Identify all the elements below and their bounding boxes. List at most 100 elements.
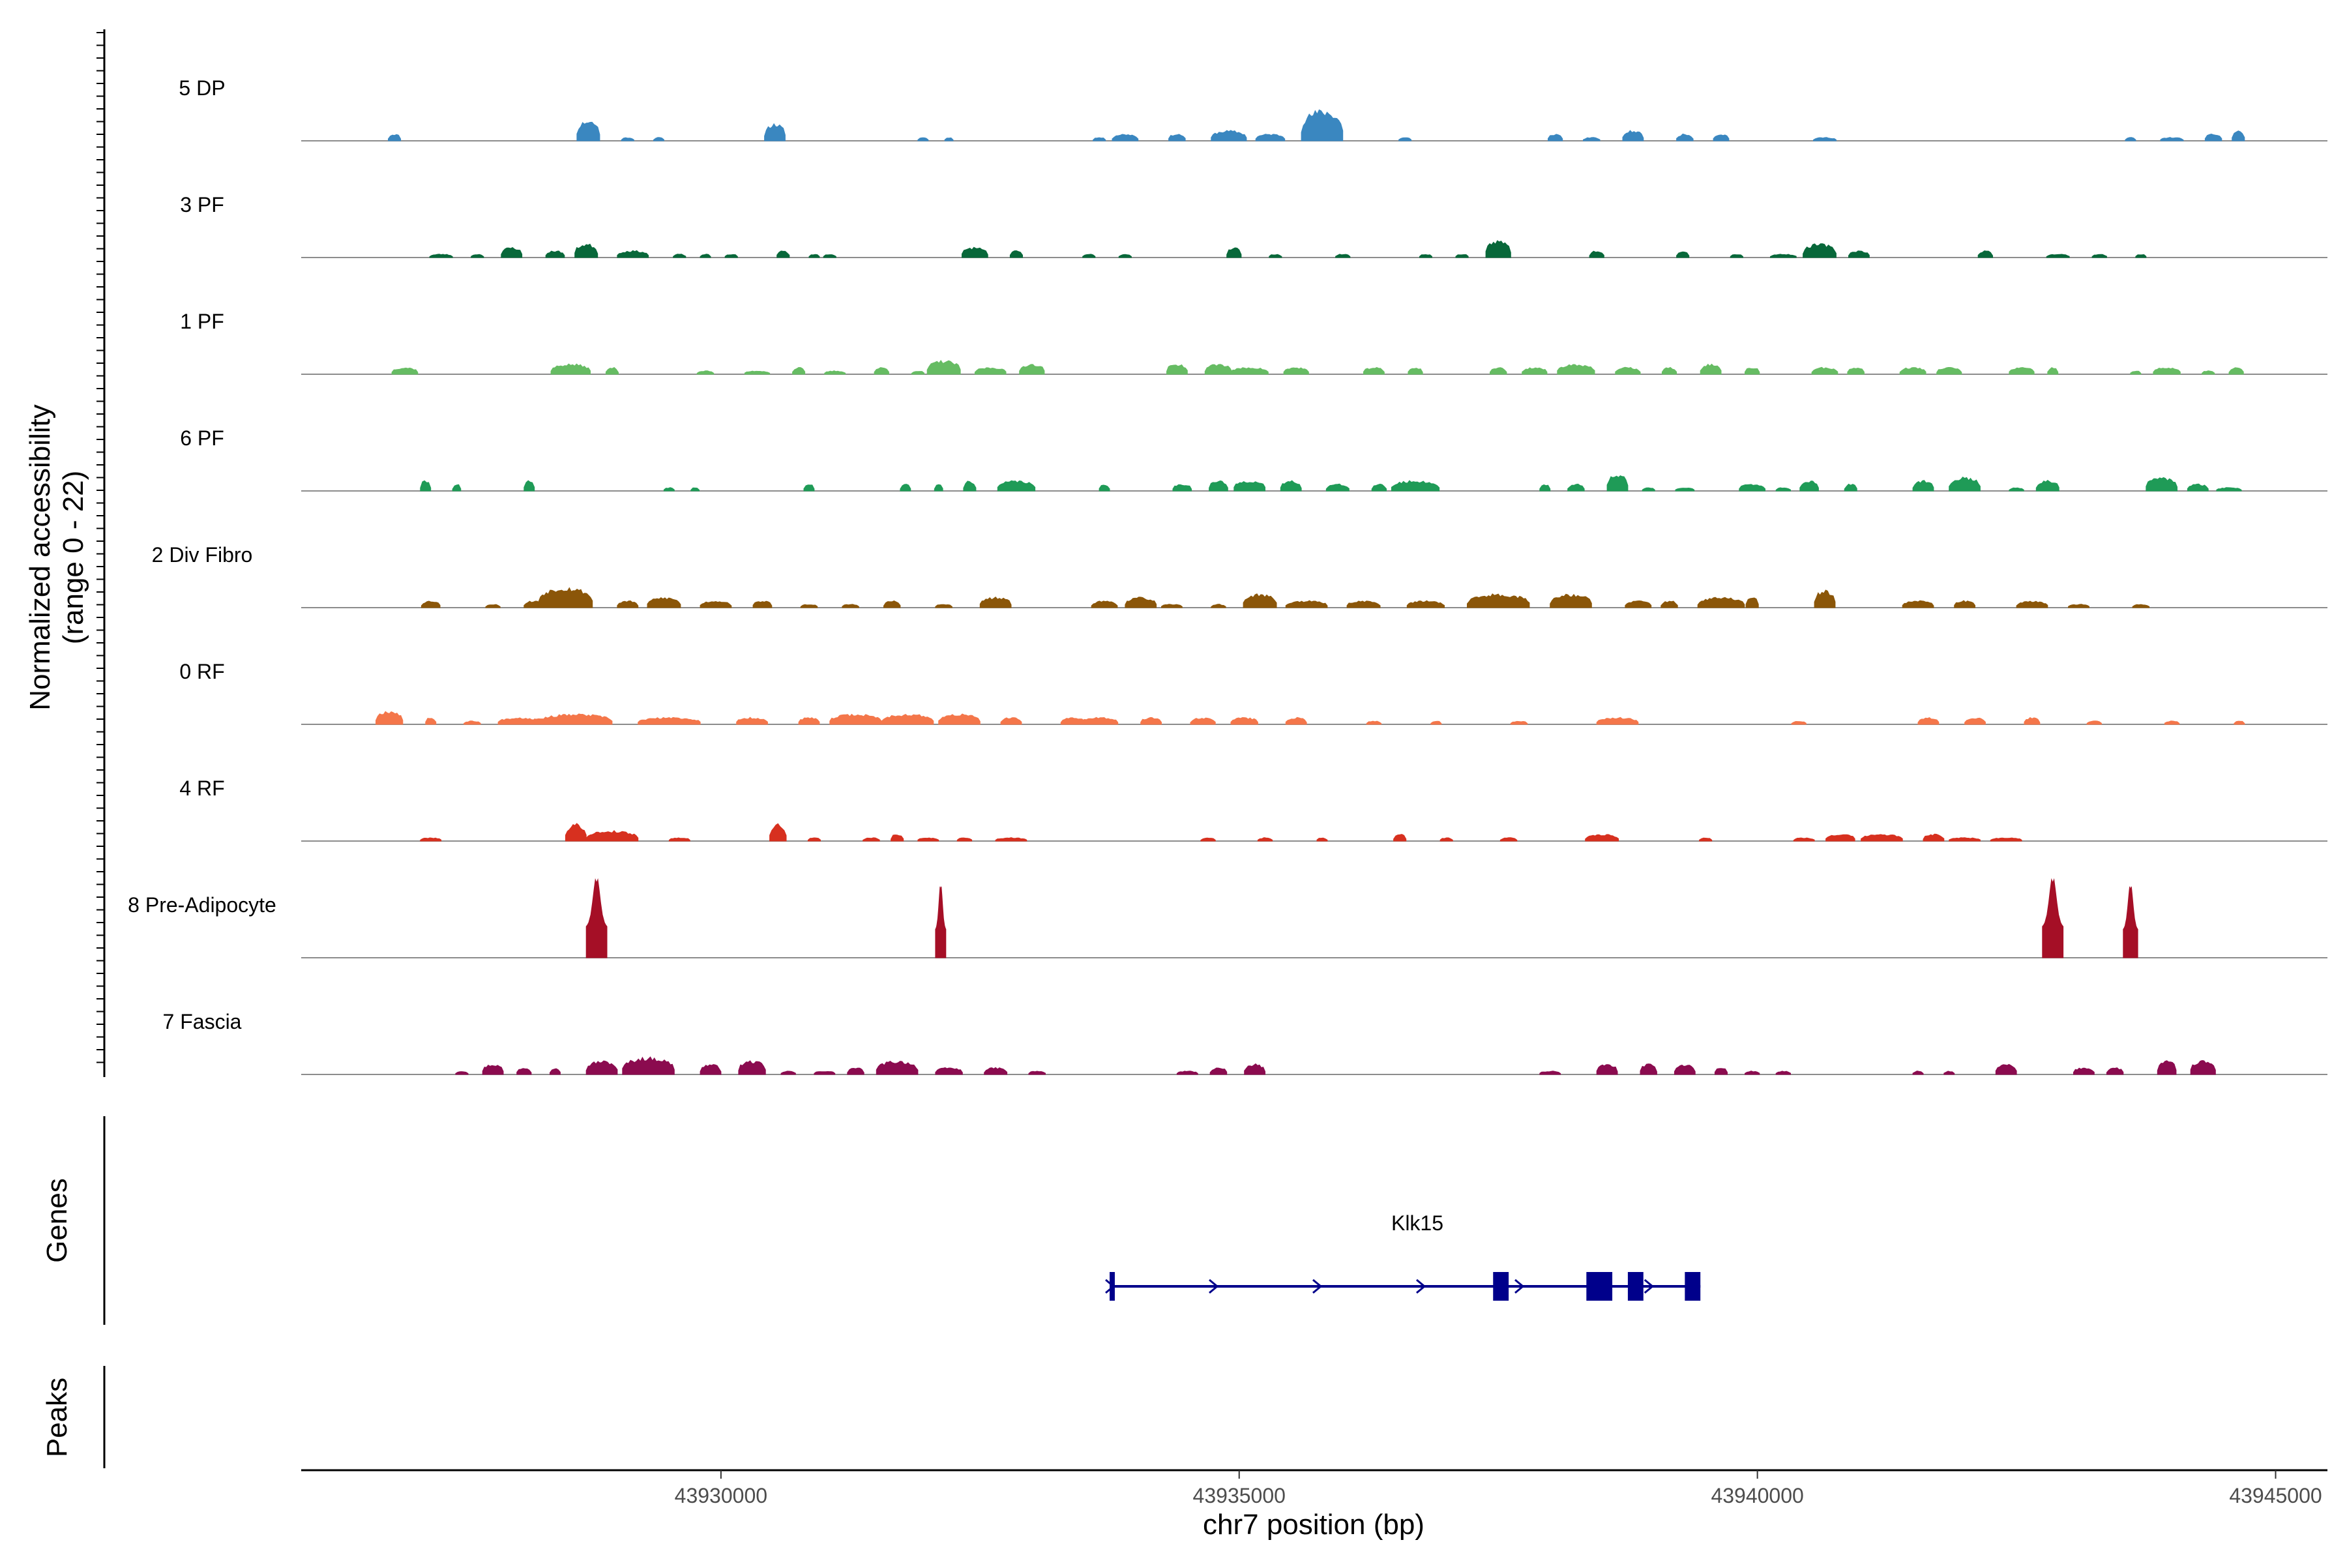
coverage-peak [1557, 364, 1595, 375]
track-9: 7 Fascia [163, 1010, 2327, 1075]
coverage-peak [2157, 1060, 2177, 1075]
coverage-peak [1676, 133, 1694, 141]
coverage-peak [1775, 487, 1791, 492]
coverage-peak [2132, 604, 2150, 608]
coverage-peak [814, 1071, 836, 1075]
coverage-peak [1640, 1063, 1657, 1075]
coverage-y-label-line2: (range 0 - 22) [57, 471, 89, 645]
coverage-peak [776, 250, 790, 258]
coverage-peak [700, 254, 711, 258]
coverage-peak [605, 366, 619, 375]
coverage-peak [1408, 368, 1423, 375]
track-2: 3 PF [180, 193, 2327, 258]
coverage-peak [1739, 484, 1765, 492]
coverage-peak [2073, 1067, 2095, 1075]
coverage-peak [1209, 480, 1228, 492]
coverage-peak [769, 823, 787, 842]
coverage-peak [485, 604, 501, 608]
coverage-peak [1140, 717, 1162, 725]
coverage-peak [724, 254, 738, 258]
coverage-peak [1730, 254, 1743, 258]
coverage-peak [1825, 834, 1855, 842]
coverage-peak [576, 121, 600, 141]
coverage-peak [1398, 137, 1412, 141]
coverage-peak [2228, 367, 2244, 375]
x-axis-ticks: 43930000 43935000 43940000 43945000 [675, 1470, 2322, 1507]
coverage-peak [673, 254, 686, 258]
coverage-peak [1589, 250, 1604, 258]
coverage-peak [550, 1068, 561, 1075]
coverage-peak [1485, 240, 1511, 258]
coverage-peak [501, 247, 523, 258]
coverage-peak [1813, 137, 1837, 141]
coverage-peak [2106, 1067, 2124, 1075]
track-label: 0 RF [179, 660, 224, 683]
coverage-peak [1793, 837, 1815, 842]
coverage-peak [800, 604, 818, 608]
coverage-peak [425, 718, 437, 725]
coverage-peak [1899, 367, 1926, 375]
coverage-peak [2086, 720, 2102, 725]
coverage-peak [1285, 717, 1307, 725]
coverage-peak [1243, 593, 1277, 608]
coverage-peak [934, 484, 943, 492]
coverage-peak [1844, 483, 1857, 492]
coverage-y-label-line1: Normalized accessibility [24, 404, 56, 710]
track-4: 6 PF [180, 426, 2327, 492]
coverage-peak [935, 604, 952, 608]
coverage-peak [2153, 367, 2181, 375]
coverage-peak [1949, 477, 1981, 492]
coverage-peak [1902, 600, 1934, 608]
coverage-peak [1814, 589, 1836, 608]
coverage-peak [1125, 597, 1157, 608]
coverage-peak [1082, 254, 1096, 258]
coverage-peak [1009, 250, 1023, 258]
coverage-peak [744, 370, 771, 375]
coverage-peak [780, 1071, 796, 1075]
coverage-peak [1923, 833, 1945, 842]
coverage-peak [1209, 1067, 1228, 1075]
coverage-tracks: 5 DP 3 PF 1 PF 6 PF 2 Div Fibro 0 RF 4 RF 8 Pre… [128, 76, 2327, 1075]
coverage-peak [1699, 837, 1713, 842]
coverage-peak [2091, 254, 2107, 258]
coverage-peak [1847, 367, 1865, 375]
coverage-peak [944, 137, 954, 141]
coverage-peak [997, 480, 1036, 492]
coverage-peak [1700, 363, 1722, 375]
coverage-peak [798, 717, 820, 725]
coverage-peak [550, 363, 591, 375]
coverage-peak [482, 1064, 504, 1075]
coverage-peak [1676, 251, 1690, 258]
coverage-peak [1548, 134, 1563, 141]
coverage-peak [1977, 250, 1993, 258]
track-label: 5 DP [179, 76, 225, 100]
coverage-peak [420, 480, 432, 492]
coverage-peak [622, 1056, 675, 1075]
coverage-peak [2046, 254, 2070, 258]
coverage-peak [376, 711, 404, 725]
track-label: 4 RF [179, 777, 224, 800]
coverage-peak [1200, 837, 1216, 842]
coverage-peak [696, 370, 715, 375]
coverage-peak [1118, 254, 1132, 258]
coverage-peak [1803, 243, 1837, 258]
coverage-peak [1168, 134, 1186, 141]
coverage-peak [1371, 483, 1387, 492]
coverage-peak [1093, 137, 1106, 141]
coverage-peak [956, 837, 973, 842]
genes-label: Genes [41, 1178, 73, 1263]
coverage-peak [963, 481, 977, 492]
coverage-peak [1811, 366, 1838, 375]
coverage-peak [1301, 109, 1344, 141]
gene-name-label: Klk15 [1391, 1211, 1443, 1235]
coverage-peak [829, 713, 882, 725]
track-label: 6 PF [180, 426, 224, 450]
coverage-peak [2232, 130, 2245, 141]
coverage-peak [1745, 597, 1759, 608]
coverage-peak [2068, 604, 2089, 608]
coverage-peak [585, 878, 608, 958]
gene-strand-arrow [1312, 1279, 1323, 1294]
coverage-peak [585, 1060, 618, 1075]
track-1: 5 DP [179, 76, 2327, 141]
coverage-peak [2234, 720, 2245, 725]
